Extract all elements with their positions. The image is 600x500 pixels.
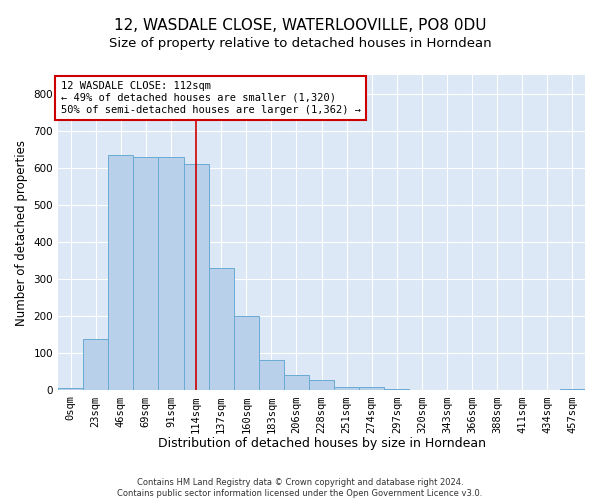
Bar: [133, 156, 158, 390]
Bar: [284, 374, 309, 390]
Text: 12, WASDALE CLOSE, WATERLOOVILLE, PO8 0DU: 12, WASDALE CLOSE, WATERLOOVILLE, PO8 0D…: [114, 18, 486, 32]
Bar: [158, 156, 184, 390]
Text: Contains HM Land Registry data © Crown copyright and database right 2024.
Contai: Contains HM Land Registry data © Crown c…: [118, 478, 482, 498]
Bar: [108, 155, 133, 390]
Bar: [334, 387, 359, 390]
Text: 12 WASDALE CLOSE: 112sqm
← 49% of detached houses are smaller (1,320)
50% of sem: 12 WASDALE CLOSE: 112sqm ← 49% of detach…: [61, 82, 361, 114]
Bar: [209, 268, 233, 390]
Bar: [58, 388, 83, 390]
Y-axis label: Number of detached properties: Number of detached properties: [15, 140, 28, 326]
Bar: [233, 316, 259, 390]
Bar: [184, 164, 209, 390]
X-axis label: Distribution of detached houses by size in Horndean: Distribution of detached houses by size …: [158, 437, 485, 450]
Bar: [309, 380, 334, 390]
Bar: [384, 388, 409, 390]
Bar: [259, 360, 284, 390]
Bar: [560, 389, 585, 390]
Bar: [359, 387, 384, 390]
Text: Size of property relative to detached houses in Horndean: Size of property relative to detached ho…: [109, 38, 491, 51]
Bar: [83, 338, 108, 390]
